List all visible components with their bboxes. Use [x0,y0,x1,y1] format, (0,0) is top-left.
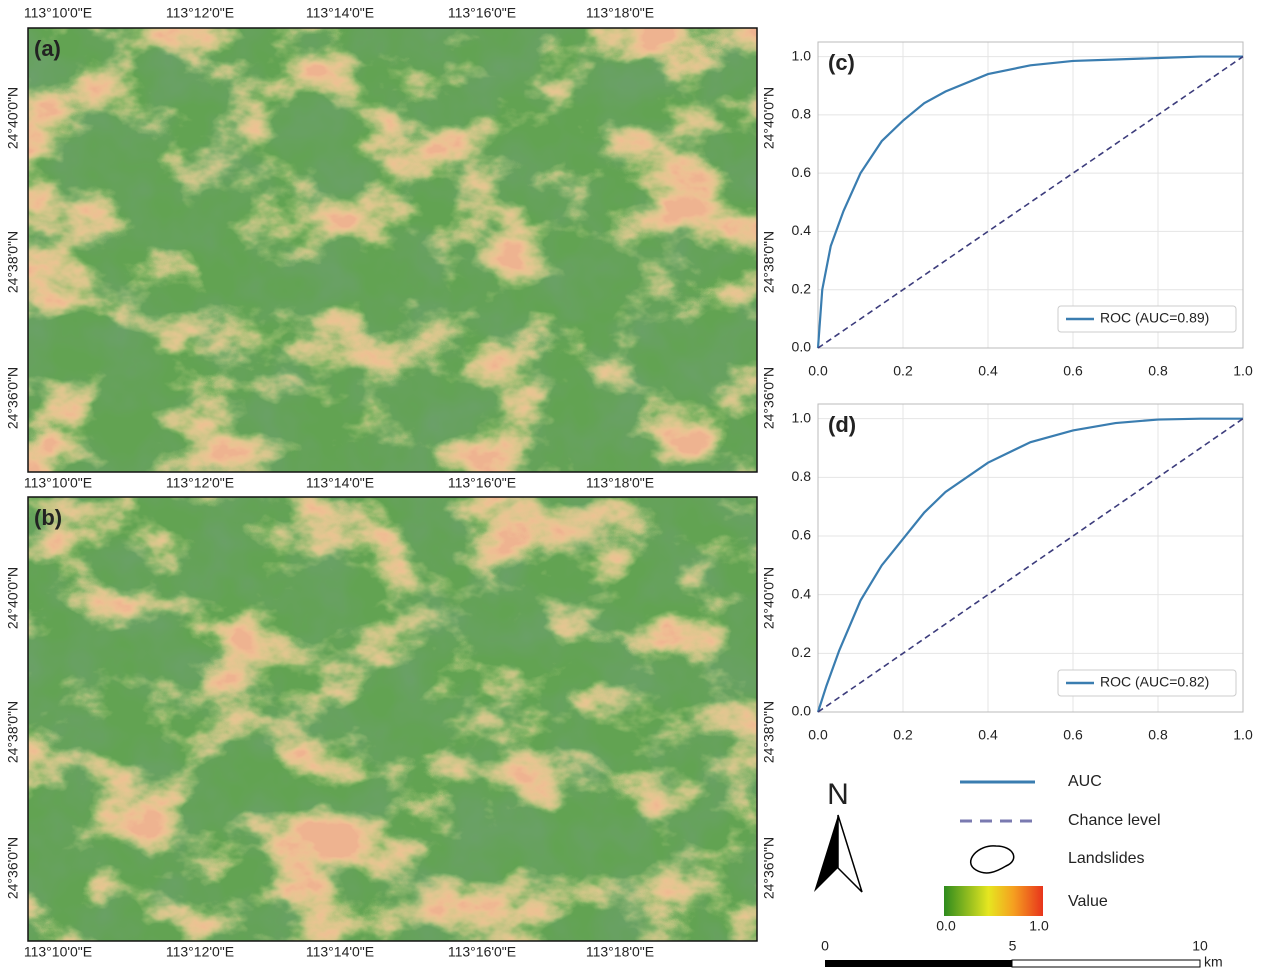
lat-label: 24°38'0"N [5,701,21,763]
plot-area [818,42,1243,348]
roc-line [816,55,1243,349]
legend-landslide [969,845,1015,874]
lon-label: 113°18'0"E [586,5,654,21]
lat-label: 24°36'0"N [5,367,21,429]
colorbar [944,886,1043,916]
scale-bar [1011,959,1201,968]
panel-label: (b) [34,505,62,530]
x-tick-label: 1.0 [1233,363,1253,379]
colorbar-label: 0.0 [936,918,956,934]
lat-label: 24°38'0"N [5,231,21,293]
lon-label: 113°10'0"E [24,944,92,960]
panel-label: (d) [828,412,856,437]
y-tick-label: 0.8 [792,468,812,484]
lon-label: 113°12'0"E [166,475,234,491]
colorbar-label: 1.0 [1029,918,1049,934]
legend-box [1057,669,1237,697]
y-tick-label: 0.2 [792,280,812,296]
y-tick-label: 0.4 [792,222,812,238]
lat-label: 24°38'0"N [761,701,777,763]
x-tick-label: 0.0 [808,363,828,379]
lon-label: 113°16'0"E [448,475,516,491]
lat-label: 24°40'0"N [5,87,21,149]
lat-label: 24°40'0"N [5,567,21,629]
x-tick-label: 0.2 [893,727,913,743]
x-tick-label: 0.8 [1148,363,1168,379]
y-tick-label: 1.0 [792,47,812,63]
scale-label: 5 [1009,938,1017,954]
plot-area [818,404,1243,712]
lon-label: 113°18'0"E [586,475,654,491]
lon-label: 113°10'0"E [24,475,92,491]
scale-label: 0 [821,938,829,954]
north-label: N [827,778,849,811]
y-tick-label: 0.0 [792,339,812,355]
legend-box [1057,305,1237,333]
y-tick-label: 0.0 [792,703,812,719]
panel-label: (c) [828,50,855,75]
scale-label: 10 [1192,938,1208,954]
x-tick-label: 0.8 [1148,727,1168,743]
legend-label: AUC [1068,773,1102,790]
y-tick-label: 0.4 [792,585,812,601]
roc-line [816,417,1243,713]
y-tick-label: 0.6 [792,527,812,543]
x-tick-label: 0.4 [978,727,998,743]
lat-label: 24°36'0"N [761,837,777,899]
panel-label: (a) [34,36,61,61]
x-tick-label: 0.6 [1063,363,1083,379]
y-tick-label: 0.6 [792,164,812,180]
chance-line [817,418,1244,713]
x-tick-label: 0.6 [1063,727,1083,743]
lon-label: 113°12'0"E [166,5,234,21]
scale-unit: km [1204,954,1223,969]
lat-label: 24°36'0"N [761,367,777,429]
legend-label: Landslides [1068,850,1145,867]
x-tick-label: 0.0 [808,727,828,743]
chance-line [817,55,1244,349]
x-tick-label: 0.2 [893,363,913,379]
lon-label: 113°10'0"E [24,5,92,21]
lat-label: 24°40'0"N [761,567,777,629]
map-a [27,27,758,473]
x-tick-label: 0.4 [978,363,998,379]
lat-label: 24°38'0"N [761,231,777,293]
lon-label: 113°14'0"E [306,944,374,960]
lon-label: 113°18'0"E [586,944,654,960]
plot-frame [817,41,1244,349]
plot-frame [817,403,1244,713]
y-tick-label: 1.0 [792,409,812,425]
lon-label: 113°16'0"E [448,5,516,21]
x-tick-label: 1.0 [1233,727,1253,743]
y-tick-label: 0.2 [792,644,812,660]
lat-label: 24°36'0"N [5,837,21,899]
scale-bar [825,960,1012,967]
lon-label: 113°12'0"E [166,944,234,960]
north-arrow [814,814,863,893]
legend-label: ROC (AUC=0.82) [1100,674,1209,690]
legend-label: Value [1068,893,1108,910]
lat-label: 24°40'0"N [761,87,777,149]
lon-label: 113°14'0"E [306,5,374,21]
lon-label: 113°16'0"E [448,944,516,960]
legend-label: ROC (AUC=0.89) [1100,310,1209,326]
lon-label: 113°14'0"E [306,475,374,491]
legend-label: Chance level [1068,812,1161,829]
y-tick-label: 0.8 [792,106,812,122]
map-b [27,496,758,942]
